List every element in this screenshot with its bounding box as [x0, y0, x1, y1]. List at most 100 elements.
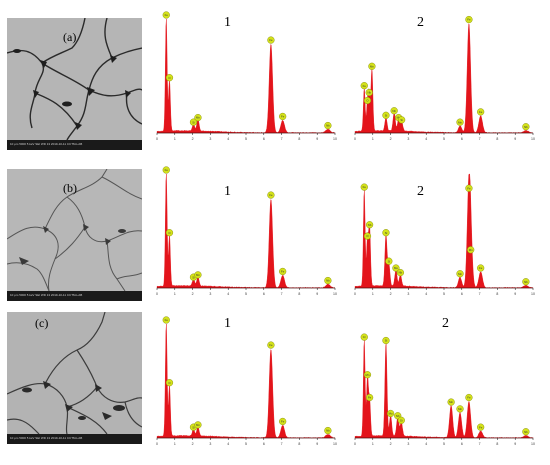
- peak-label: Nb: [399, 271, 403, 275]
- x-tick-label: 2: [390, 137, 392, 141]
- x-tick-label: 1: [372, 292, 374, 296]
- peak-label: Si: [385, 113, 388, 117]
- sem-micrograph-c: (c) 10 μm 5000 5 keV SEI WD 13 2019-10-1…: [7, 312, 142, 444]
- peak-marker: [477, 423, 485, 431]
- peak-marker: [397, 416, 405, 424]
- peak-label: Fe: [363, 185, 367, 189]
- spectrum-title-b2: 2: [417, 184, 424, 199]
- x-tick-label: 7: [479, 292, 481, 296]
- peak-marker: [165, 74, 174, 82]
- peak-marker: [456, 405, 464, 413]
- peak-marker: [365, 88, 373, 97]
- peak-marker: [477, 108, 485, 116]
- x-tick-label: 1: [372, 137, 374, 141]
- peak-label: Fe: [281, 420, 285, 424]
- x-tick-label: 9: [316, 292, 318, 296]
- peak-label: Nb: [326, 429, 330, 433]
- x-tick-label: 1: [372, 442, 374, 446]
- x-tick-label: 8: [298, 137, 300, 141]
- peak-label: Fe: [165, 13, 169, 17]
- peak-label: Nb: [396, 414, 400, 418]
- x-tick-label: 10: [531, 292, 535, 296]
- x-tick-label: 2: [390, 442, 392, 446]
- x-tick-label: 9: [316, 137, 318, 141]
- peak-marker: [390, 107, 398, 115]
- spectrum-title-a2: 2: [417, 15, 424, 30]
- peak-label: O: [366, 99, 369, 103]
- x-tick-label: 5: [245, 292, 247, 296]
- peak-marker: [162, 11, 170, 19]
- peak-marker: [522, 123, 530, 131]
- eds-spectrum-a2: 2 0 1 2 3 4 5 6 7 8 9 10 Fe O Nb Mn Si Nb Mo Si Fe Mn Fe Nb: [350, 5, 540, 145]
- x-tick-label: 7: [281, 292, 283, 296]
- eds-spectrum-a1: 1 0 1 2 3 4 5 6 7 8 9 10 Fe O Si Mn Fe Fe Nb: [152, 5, 342, 145]
- peak-marker: [363, 371, 372, 379]
- peak-marker: [324, 276, 332, 285]
- x-tick-label: 3: [209, 292, 211, 296]
- grain-boundaries-a: [7, 18, 142, 140]
- peak-label: Mn: [370, 64, 374, 68]
- peak-label: Cr: [363, 335, 366, 339]
- peak-marker: [324, 121, 332, 130]
- peak-label: Mn: [196, 273, 200, 277]
- x-tick-label: 5: [245, 442, 247, 446]
- x-tick-label: 3: [407, 442, 409, 446]
- peak-label: Fe: [281, 270, 285, 274]
- spectrum-trace: [156, 323, 336, 439]
- x-tick-label: 7: [281, 442, 283, 446]
- peak-label: Nb: [367, 91, 371, 95]
- peak-label: Fe: [368, 396, 372, 400]
- x-tick-label: 5: [443, 292, 445, 296]
- peak-marker: [477, 264, 485, 272]
- x-tick-label: 7: [281, 137, 283, 141]
- x-tick-label: 10: [531, 137, 535, 141]
- peak-label: Nb: [524, 430, 528, 434]
- peak-marker: [386, 409, 395, 418]
- grain-boundaries-c: [7, 312, 142, 434]
- peak-label: Si: [385, 339, 388, 343]
- x-tick-label: 3: [407, 292, 409, 296]
- x-tick-label: 3: [209, 137, 211, 141]
- x-tick-label: 6: [461, 137, 463, 141]
- x-tick-label: 0: [156, 137, 158, 141]
- peak-label: O: [168, 381, 171, 385]
- x-tick-label: 6: [263, 442, 265, 446]
- sem-info-text-b: 10 μm 5000 5 keV SEI WD 13 2019-10-11 CC…: [10, 293, 83, 297]
- peak-label: Fe: [467, 396, 471, 400]
- peak-label: Mn: [196, 116, 200, 120]
- peak-marker: [447, 398, 455, 406]
- x-tick-label: 0: [354, 137, 356, 141]
- peak-label: Nb: [326, 279, 330, 283]
- peak-label: Si: [388, 259, 391, 263]
- x-tick-label: 5: [245, 137, 247, 141]
- peak-label: Si: [192, 425, 195, 429]
- eds-spectrum-c2: 2 0 1 2 3 4 5 6 7 8 9 10 Cr Mn Fe Si Mo Nb Si Mn Fe Mn Fe Nb: [350, 310, 540, 450]
- x-tick-label: 1: [174, 442, 176, 446]
- x-tick-label: 6: [461, 292, 463, 296]
- spectrum-trace: [354, 173, 534, 289]
- peak-label: Si: [400, 418, 403, 422]
- peak-marker: [522, 278, 530, 286]
- spectrum-title-c2: 2: [442, 316, 449, 331]
- peak-label: Fe: [165, 318, 169, 322]
- peak-marker: [194, 271, 202, 279]
- panel-label-c: (c): [35, 316, 49, 330]
- peak-label: Fe: [269, 343, 273, 347]
- spectrum-trace: [156, 18, 336, 134]
- figure-row-b: (b) 10 μm 5000 5 keV SEI WD 13 2019-10-1…: [0, 155, 550, 310]
- peak-marker: [365, 393, 374, 402]
- peak-marker: [360, 82, 368, 90]
- peak-marker: [467, 246, 475, 254]
- peak-marker: [267, 36, 275, 44]
- sem-micrograph-a: (a) 10 μm 5000 5 keV SEI WD 13 2019-10-1…: [7, 18, 142, 150]
- peak-marker: [363, 232, 372, 240]
- peak-label: Mo: [389, 412, 393, 416]
- spectrum-trace: [354, 23, 534, 134]
- peak-marker: [385, 257, 393, 265]
- x-tick-label: 5: [443, 137, 445, 141]
- x-tick-label: 3: [209, 442, 211, 446]
- peak-label: O: [168, 76, 171, 80]
